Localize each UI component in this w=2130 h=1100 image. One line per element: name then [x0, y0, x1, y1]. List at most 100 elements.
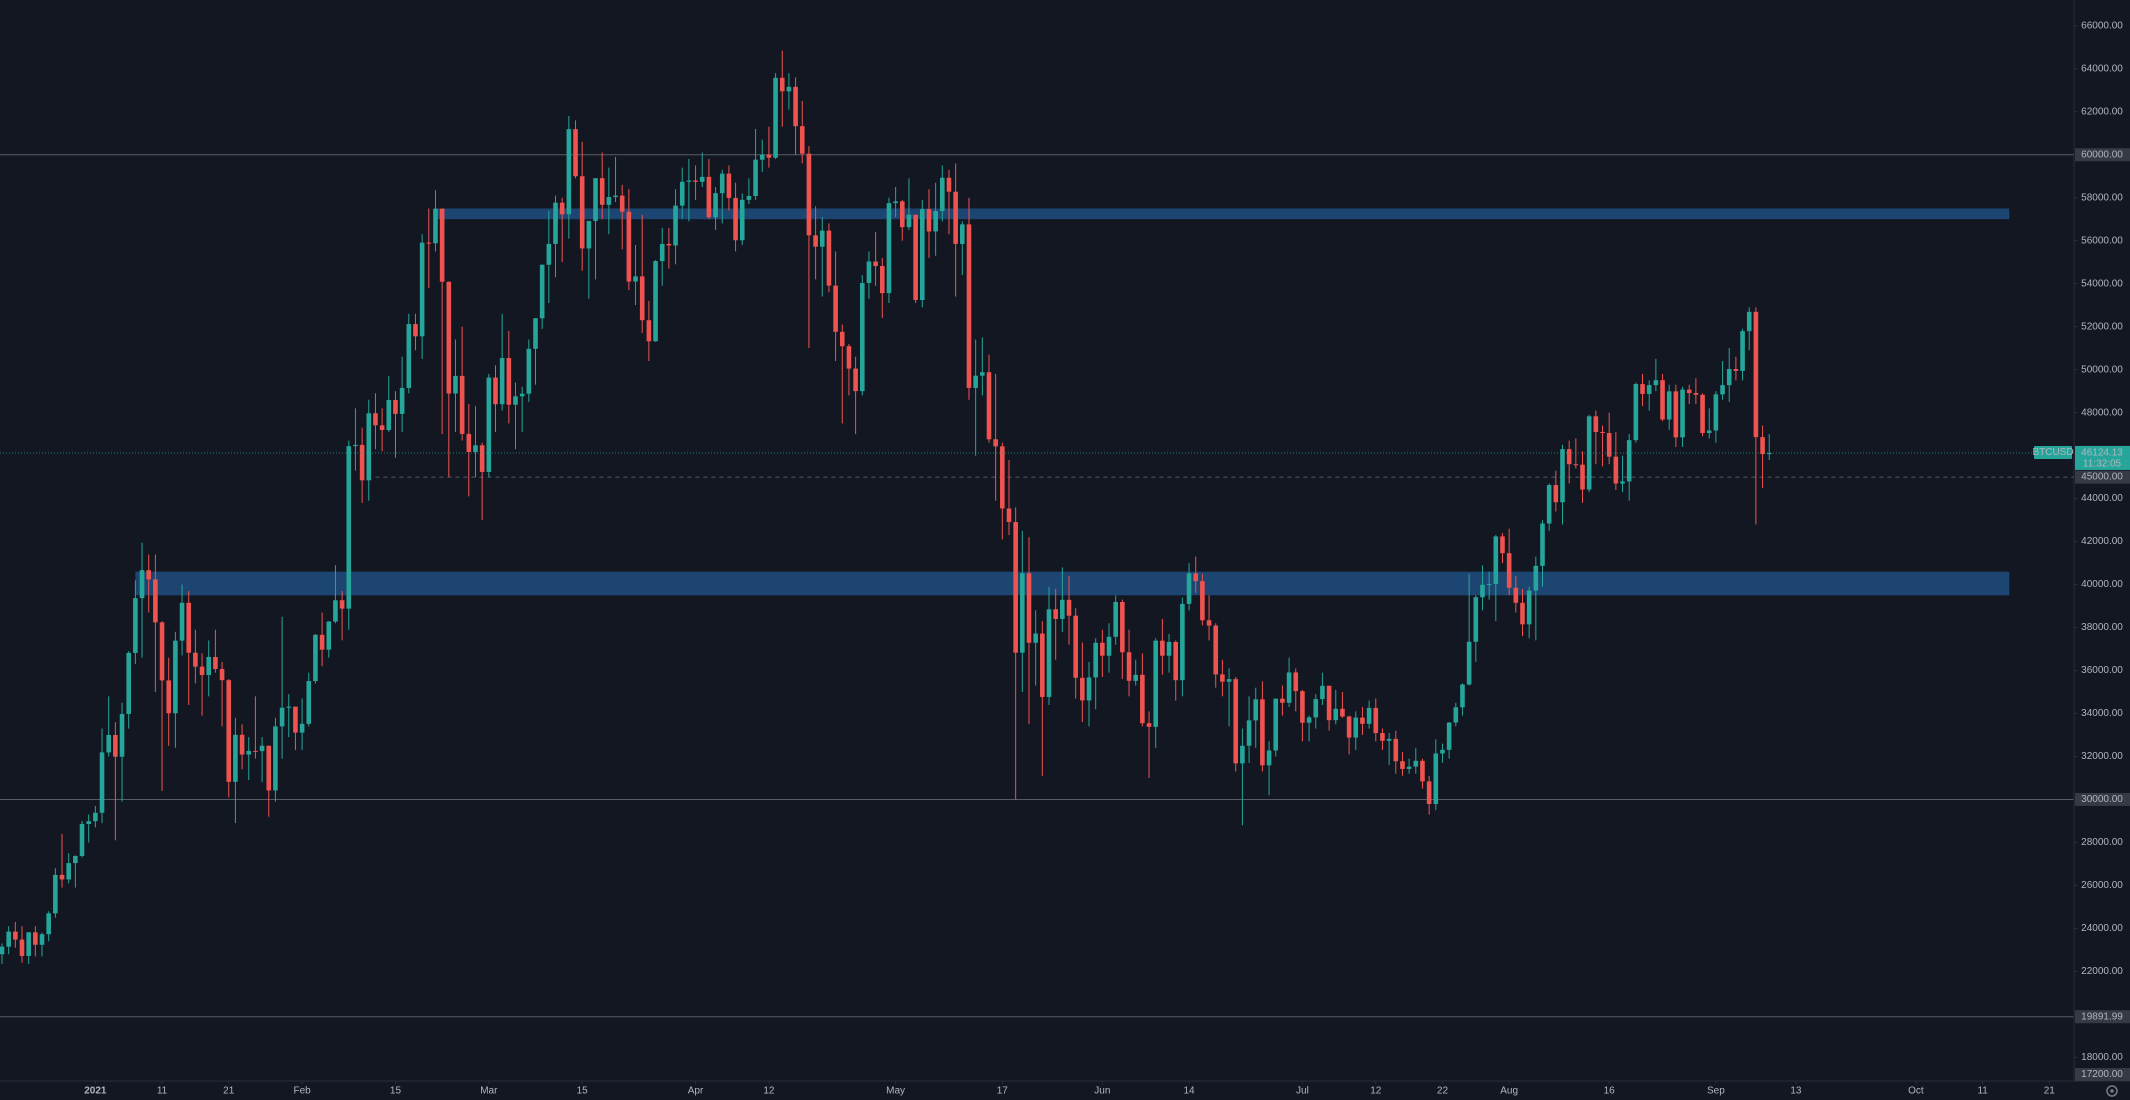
candle-body — [1046, 609, 1052, 697]
candle-body — [99, 752, 105, 813]
current-price-label: 46124.13 — [2081, 448, 2123, 459]
candle-body — [980, 372, 985, 376]
candle-body — [526, 348, 532, 394]
candle-body — [1213, 625, 1219, 675]
candle-body — [353, 444, 358, 447]
candle-body — [406, 324, 412, 388]
candle-body — [1393, 738, 1399, 762]
candle-body — [1433, 753, 1439, 804]
candle-body — [306, 681, 312, 724]
candle-body — [1766, 452, 1772, 455]
candle-body — [413, 324, 418, 337]
candle-body — [1700, 394, 1705, 434]
candle-body — [419, 242, 425, 337]
candle-body — [246, 750, 252, 755]
x-tick-label: Jul — [1296, 1086, 1309, 1097]
candle-body — [1560, 449, 1565, 503]
candle-body — [179, 602, 185, 641]
candle-body — [1593, 416, 1599, 432]
candle-body — [293, 706, 298, 733]
candle-body — [833, 285, 838, 332]
candle-body — [26, 932, 31, 956]
candle-body — [153, 579, 158, 623]
candle-body — [706, 176, 712, 218]
candle-body — [359, 444, 365, 481]
y-tick-label: 64000.00 — [2081, 63, 2123, 74]
candle-body — [546, 243, 552, 265]
candle-body — [806, 153, 812, 236]
candle-body — [573, 129, 578, 177]
candle-body — [1160, 640, 1165, 656]
candle-body — [1073, 615, 1078, 678]
candle-body — [1133, 674, 1138, 681]
candle-body — [1753, 311, 1759, 438]
candle-body — [859, 283, 865, 392]
candle-body — [253, 750, 258, 752]
candle-body — [926, 209, 932, 232]
candle-body — [1553, 485, 1559, 503]
current-price-box — [2075, 445, 2130, 470]
candle-body — [579, 176, 585, 249]
candle-body — [606, 197, 612, 205]
settings-icon[interactable] — [2106, 1085, 2118, 1097]
candle-body — [159, 622, 165, 681]
x-tick-label: 17 — [997, 1086, 1009, 1097]
candle-body — [1180, 603, 1185, 681]
candle-body — [653, 261, 658, 342]
candle-body — [1640, 384, 1645, 394]
candle-body — [1320, 685, 1325, 700]
candle-body — [753, 159, 758, 196]
candle-body — [333, 600, 338, 622]
candle-body — [1353, 717, 1359, 738]
y-tick-label: 66000.00 — [2081, 20, 2123, 31]
candle-body — [286, 706, 292, 708]
level-label: 19891.99 — [2081, 1011, 2123, 1022]
candle-body — [666, 243, 672, 246]
y-tick-label: 52000.00 — [2081, 321, 2123, 332]
candle-body — [1620, 481, 1625, 484]
candle-body — [679, 181, 685, 206]
candle-body — [13, 931, 18, 940]
candle-body — [73, 855, 78, 864]
candle-body — [1413, 760, 1419, 767]
candle-body — [1200, 581, 1205, 621]
candle-body — [1206, 620, 1212, 626]
candle-body — [86, 821, 91, 824]
candle-body — [633, 276, 638, 282]
candle-body — [1466, 641, 1472, 685]
candle-body — [1066, 599, 1072, 616]
candle-body — [1040, 633, 1045, 697]
candle-body — [626, 211, 632, 282]
candle-body — [219, 669, 225, 681]
candle-body — [933, 211, 938, 232]
candle-body — [1080, 677, 1085, 701]
candle-body — [439, 208, 445, 282]
candle-body — [326, 621, 332, 650]
candle-body — [659, 243, 665, 262]
symbol-label: BTCUSD — [2032, 447, 2073, 458]
y-tick-label: 32000.00 — [2081, 751, 2123, 762]
candle-body — [1380, 733, 1385, 741]
candle-body — [313, 634, 318, 682]
x-tick-label: Aug — [1500, 1086, 1518, 1097]
candle-body — [1746, 311, 1752, 332]
candle-body — [766, 154, 772, 158]
candle-body — [1033, 633, 1038, 643]
candle-body — [673, 205, 678, 246]
y-tick-label: 26000.00 — [2081, 880, 2123, 891]
y-tick-label: 40000.00 — [2081, 579, 2123, 590]
x-tick-label: 11 — [157, 1086, 168, 1097]
candle-body — [819, 230, 825, 247]
candle-body — [119, 713, 125, 757]
y-tick-label: 24000.00 — [2081, 923, 2123, 934]
candle-body — [1333, 708, 1339, 721]
candle-body — [873, 261, 878, 267]
candle-body — [79, 823, 85, 856]
candle-body — [759, 154, 765, 160]
candle-body — [1653, 380, 1659, 386]
candle-body — [1760, 437, 1765, 455]
x-tick-label: 16 — [1604, 1086, 1616, 1097]
candle-body — [1006, 508, 1012, 523]
candle-body — [713, 193, 718, 218]
